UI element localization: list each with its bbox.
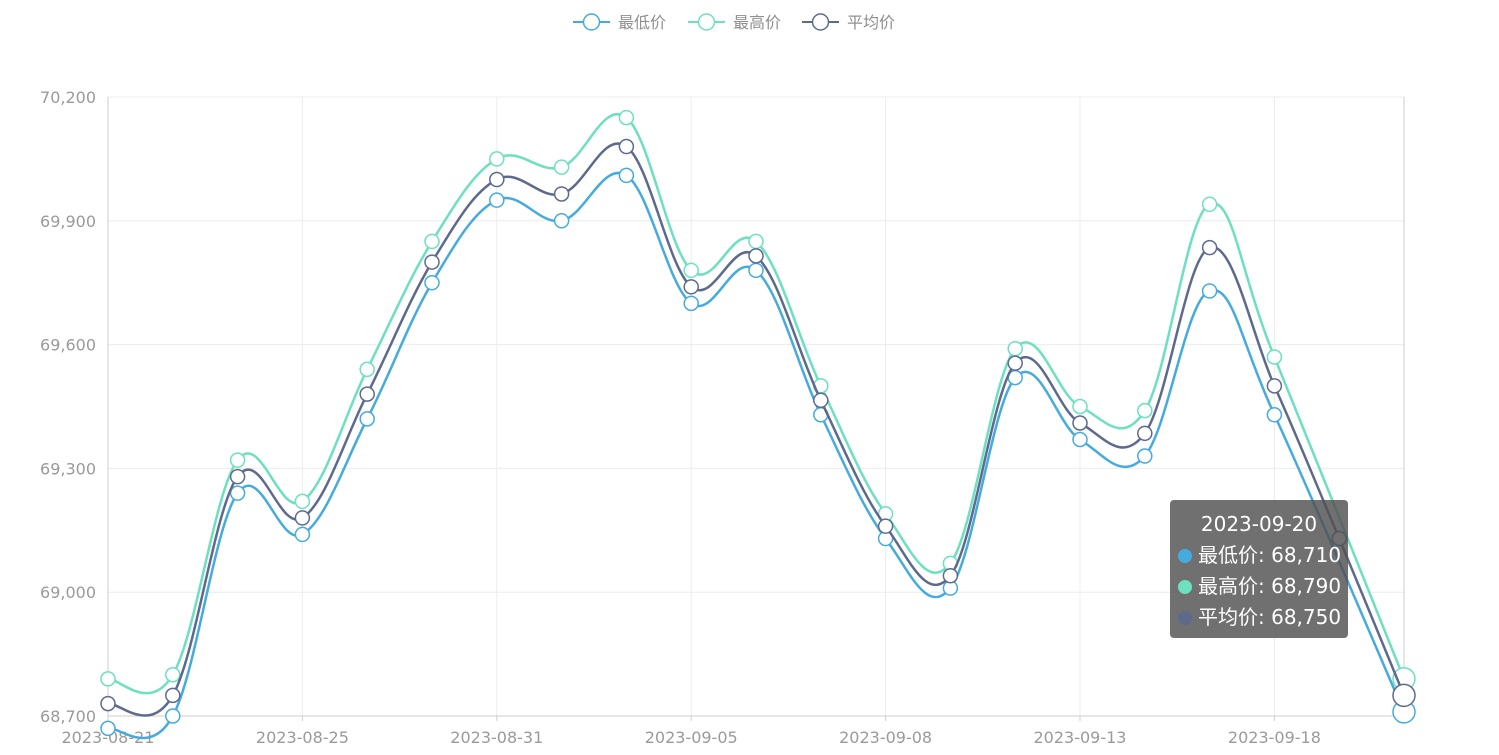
data-point[interactable] (1007, 355, 1023, 371)
series-group (100, 109, 1416, 740)
y-tick-label: 69,300 (40, 459, 96, 478)
data-point[interactable] (100, 695, 116, 712)
tooltip-text-avg: 平均价: 68,750 (1198, 605, 1342, 629)
data-point[interactable] (1201, 283, 1218, 299)
x-tick-label: 2023-09-18 (1228, 728, 1321, 747)
x-tick-label: 2023-09-08 (839, 728, 932, 747)
x-tick-label: 2023-08-25 (256, 728, 349, 747)
data-point[interactable] (1392, 683, 1416, 708)
data-point[interactable] (100, 720, 116, 737)
legend-label: 最低价 (618, 13, 666, 32)
legend-marker (811, 13, 830, 31)
data-point[interactable] (1072, 415, 1088, 431)
data-point[interactable] (359, 386, 375, 402)
data-point[interactable] (424, 254, 440, 270)
data-point[interactable] (553, 213, 570, 229)
x-tick-label: 2023-08-21 (62, 728, 155, 747)
data-point[interactable] (489, 151, 505, 167)
data-point[interactable] (748, 233, 764, 250)
data-point[interactable] (748, 262, 764, 279)
data-point[interactable] (359, 411, 375, 427)
tooltip-row-avg: 平均价: 68,750 (1178, 602, 1342, 633)
data-point[interactable] (1072, 398, 1088, 415)
data-point[interactable] (877, 518, 894, 534)
data-point[interactable] (100, 671, 116, 687)
x-tick-label: 2023-09-13 (1034, 728, 1127, 747)
data-point[interactable] (683, 279, 699, 295)
data-point[interactable] (165, 708, 181, 724)
data-point[interactable] (1007, 340, 1023, 357)
data-point[interactable] (618, 109, 635, 126)
data-point[interactable] (748, 248, 764, 264)
data-point[interactable] (229, 485, 246, 501)
data-point[interactable] (1266, 407, 1283, 423)
data-point[interactable] (1137, 425, 1153, 442)
data-point[interactable] (813, 392, 829, 409)
data-point[interactable] (294, 493, 311, 510)
data-point[interactable] (294, 510, 311, 526)
data-point[interactable] (1137, 448, 1153, 464)
y-tick-label: 69,900 (40, 212, 96, 231)
data-point[interactable] (1201, 239, 1218, 256)
data-point[interactable] (942, 567, 959, 584)
data-point[interactable] (424, 274, 440, 291)
x-tick-label: 2023-08-31 (450, 728, 543, 747)
legend-item-最低价[interactable]: 最低价 (573, 13, 666, 32)
data-point[interactable] (1072, 431, 1088, 448)
series-平均价 (100, 138, 1416, 717)
data-point[interactable] (489, 192, 505, 208)
data-point[interactable] (1266, 349, 1283, 365)
legend[interactable]: 最低价 最高价 平均价 (573, 13, 895, 32)
tooltip-text-min: 最低价: 68,710 (1198, 543, 1342, 567)
data-point[interactable] (294, 526, 311, 543)
tooltip-dot-max (1178, 580, 1192, 594)
x-tick-label: 2023-09-05 (645, 728, 738, 747)
tooltip: 2023-09-20 最低价: 68,710 最高价: 68,790 平均价: … (1170, 500, 1348, 638)
data-point[interactable] (553, 186, 570, 202)
legend-item-最高价[interactable]: 最高价 (688, 13, 781, 32)
data-point[interactable] (165, 666, 181, 683)
y-tick-label: 69,000 (40, 583, 96, 602)
data-point[interactable] (489, 171, 505, 188)
data-point[interactable] (1137, 402, 1153, 419)
legend-marker (582, 13, 601, 31)
tooltip-row-min: 最低价: 68,710 (1178, 540, 1342, 571)
data-point[interactable] (229, 452, 246, 468)
legend-marker (697, 13, 716, 31)
y-tick-label: 70,200 (40, 88, 96, 107)
tooltip-dot-min (1178, 549, 1192, 563)
data-point[interactable] (683, 295, 699, 312)
tooltip-title: 2023-09-20 (1200, 512, 1318, 536)
legend-label: 平均价 (847, 13, 895, 32)
data-point[interactable] (359, 361, 375, 378)
y-tick-label: 69,600 (40, 336, 96, 355)
series-最低价 (100, 167, 1416, 740)
legend-item-平均价[interactable]: 平均价 (802, 13, 895, 32)
data-point[interactable] (618, 167, 635, 184)
data-point[interactable] (1201, 196, 1218, 213)
data-point[interactable] (683, 262, 699, 279)
axes: 68,700 69,000 69,300 69,600 69,900 70,200 2023… (40, 88, 1405, 747)
data-point[interactable] (424, 233, 440, 250)
tooltip-text-max: 最高价: 68,790 (1198, 574, 1342, 598)
data-point[interactable] (618, 138, 635, 155)
data-point[interactable] (553, 159, 570, 175)
legend-label: 最高价 (733, 13, 781, 32)
data-point[interactable] (165, 687, 181, 704)
y-tick-label: 68,700 (40, 707, 96, 726)
tooltip-dot-avg (1178, 611, 1192, 625)
tooltip-row-max: 最高价: 68,790 (1178, 571, 1342, 602)
data-point[interactable] (229, 468, 246, 485)
data-point[interactable] (1266, 378, 1283, 394)
